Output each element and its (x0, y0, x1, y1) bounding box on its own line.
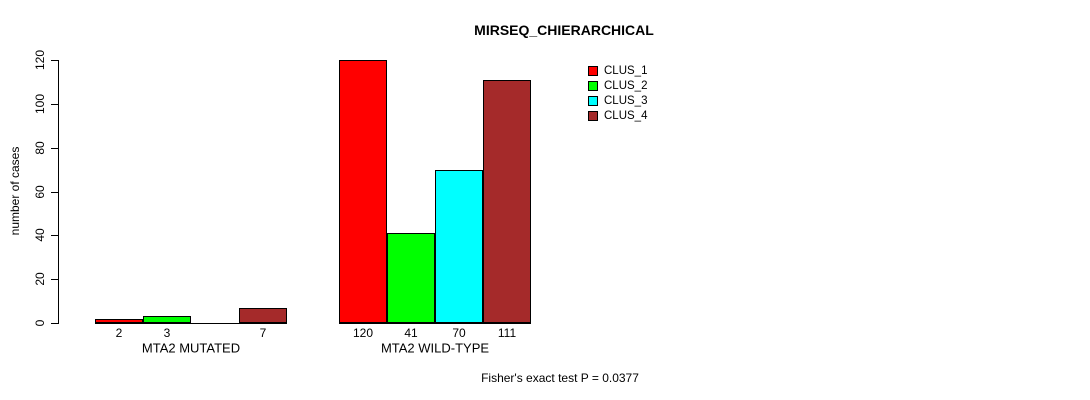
y-tick-label-120: 120 (33, 49, 47, 71)
y-axis-line (58, 60, 59, 324)
group-label-mta2-wild-type: MTA2 WILD-TYPE (380, 340, 490, 356)
fisher-test-annotation: Fisher's exact test P = 0.0377 (481, 371, 639, 385)
group-label-mta2-mutated: MTA2 MUTATED (141, 340, 241, 356)
bar-mta2-wild-type-clus-4 (483, 79, 531, 323)
bar-value-mta2-mutated-clus-4: 7 (259, 326, 267, 340)
bar-value-mta2-wild-type-clus-2: 41 (404, 326, 418, 340)
bar-mta2-wild-type-clus-1 (339, 60, 387, 323)
bar-value-mta2-wild-type-clus-4: 111 (497, 326, 517, 340)
y-tick-label-100: 100 (33, 93, 47, 114)
bar-mta2-mutated-clus-1 (95, 318, 143, 323)
bar-value-mta2-mutated-clus-1: 2 (115, 326, 123, 340)
y-tick-label-20: 20 (33, 272, 47, 286)
y-axis-label: number of cases (8, 146, 22, 236)
baseline-mta2-mutated (95, 323, 287, 324)
legend-swatch-clus-4 (588, 111, 598, 121)
legend-label-clus-1: CLUS_1 (604, 65, 648, 77)
y-tick-label-40: 40 (33, 228, 47, 243)
baseline-mta2-wild-type (339, 323, 531, 324)
legend-label-clus-4: CLUS_4 (604, 110, 648, 122)
y-tick-40 (51, 235, 58, 237)
y-tick-label-0: 0 (33, 319, 47, 327)
y-tick-100 (51, 103, 58, 105)
bar-mta2-wild-type-clus-3 (435, 169, 483, 323)
legend-swatch-clus-2 (588, 81, 598, 91)
y-tick-label-60: 60 (33, 184, 47, 199)
bar-value-mta2-mutated-clus-2: 3 (163, 326, 171, 340)
y-tick-label-80: 80 (33, 140, 47, 155)
y-tick-0 (51, 323, 58, 324)
bar-mta2-wild-type-clus-2 (387, 233, 435, 323)
bar-value-mta2-wild-type-clus-1: 120 (352, 326, 374, 340)
y-tick-20 (51, 279, 58, 281)
legend-swatch-clus-1 (588, 66, 598, 76)
legend-label-clus-2: CLUS_2 (604, 80, 648, 92)
legend-label-clus-3: CLUS_3 (604, 95, 648, 107)
legend-swatch-clus-3 (588, 96, 598, 106)
bar-mta2-mutated-clus-4 (239, 307, 287, 323)
y-tick-120 (51, 60, 58, 61)
bar-value-mta2-wild-type-clus-3: 70 (452, 326, 466, 340)
y-tick-60 (51, 191, 58, 193)
bar-mta2-mutated-clus-2 (143, 316, 191, 323)
y-tick-80 (51, 147, 58, 149)
chart-title: MIRSEQ_CHIERARCHICAL (474, 22, 654, 38)
